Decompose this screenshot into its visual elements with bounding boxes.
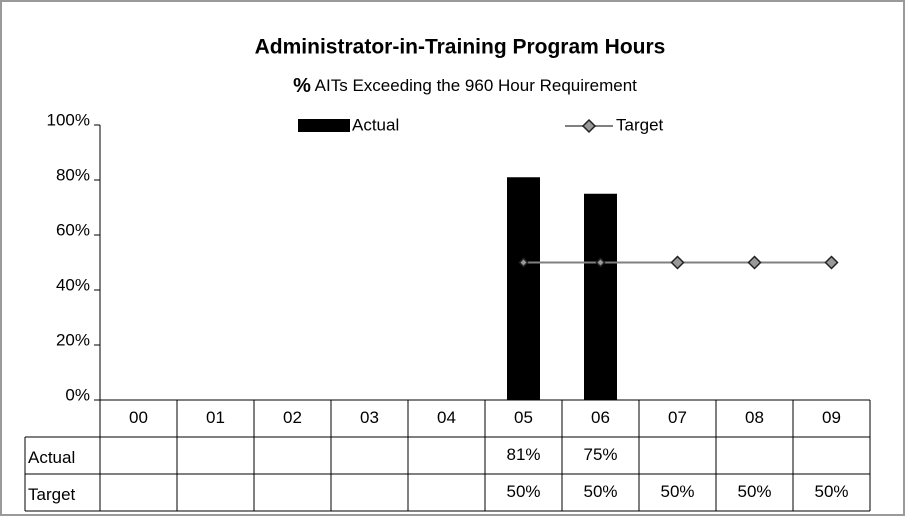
x-tick-label: 02	[283, 408, 302, 427]
x-tick-label: 05	[514, 408, 533, 427]
legend-marker	[581, 118, 597, 134]
data-label: 50%	[814, 482, 848, 501]
data-label: 50%	[583, 482, 617, 501]
x-tick-label: 07	[668, 408, 687, 427]
line-marker	[824, 255, 839, 270]
table-row-label: Actual	[28, 448, 75, 467]
line-marker	[595, 257, 606, 268]
x-tick-label: 01	[206, 408, 225, 427]
y-tick-label: 80%	[56, 165, 90, 184]
x-tick-label: 03	[360, 408, 379, 427]
chart-title: Administrator-in-Training Program Hours	[255, 36, 666, 59]
data-label: 50%	[506, 482, 540, 501]
x-tick-label: 08	[745, 408, 764, 427]
table-row-label: Target	[28, 485, 76, 504]
x-tick-label: 09	[822, 408, 841, 427]
subtitle-prefix: %	[293, 75, 311, 97]
y-tick-label: 0%	[65, 385, 90, 404]
x-tick-label: 00	[129, 408, 148, 427]
y-tick-label: 20%	[56, 330, 90, 349]
line-marker	[518, 257, 529, 268]
y-tick-label: 40%	[56, 275, 90, 294]
y-tick-label: 60%	[56, 220, 90, 239]
y-tick-label: 100%	[47, 110, 90, 129]
x-tick-label: 06	[591, 408, 610, 427]
data-label: 75%	[583, 445, 617, 464]
line-marker	[747, 255, 762, 270]
data-label: 81%	[506, 445, 540, 464]
chart-subtitle: % AITs Exceeding the 960 Hour Requiremen…	[293, 75, 637, 97]
bar	[507, 177, 540, 400]
legend-swatch	[298, 119, 350, 132]
data-label: 50%	[660, 482, 694, 501]
line-marker	[670, 255, 685, 270]
x-tick-label: 04	[437, 408, 456, 427]
legend-label: Target	[616, 115, 664, 134]
legend-label: Actual	[352, 115, 399, 134]
subtitle-text: AITs Exceeding the 960 Hour Requirement	[315, 76, 638, 95]
bar	[584, 193, 617, 400]
data-label: 50%	[737, 482, 771, 501]
